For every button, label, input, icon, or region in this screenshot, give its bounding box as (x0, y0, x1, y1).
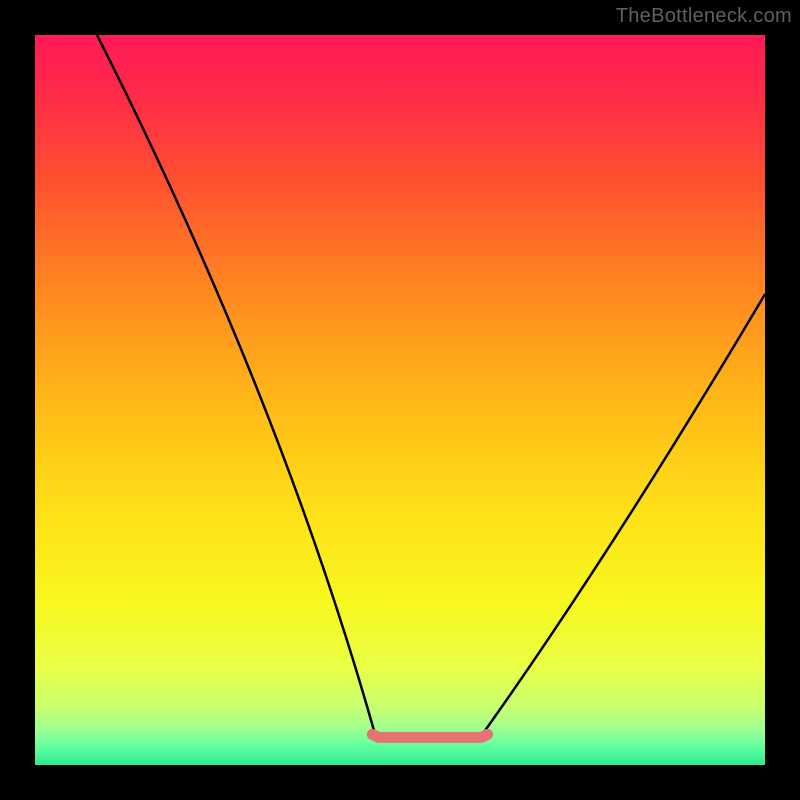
gradient-background (35, 35, 765, 765)
plot-area (35, 35, 765, 765)
chart-svg (35, 35, 765, 765)
flat-bottom-segment (372, 734, 487, 737)
watermark-text: TheBottleneck.com (616, 5, 792, 28)
